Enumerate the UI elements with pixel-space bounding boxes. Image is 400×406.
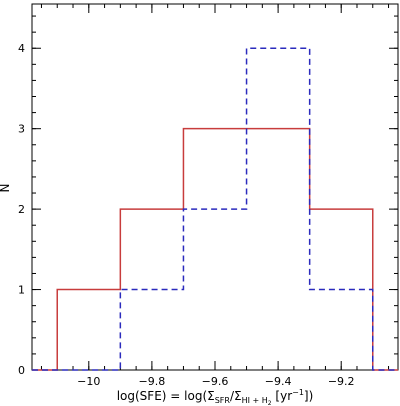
x-label-sub-gas-2: 2 — [268, 400, 272, 406]
y-tick-label: 2 — [18, 203, 25, 216]
x-label-suffix: [yr — [272, 389, 293, 403]
y-tick-label: 1 — [18, 284, 25, 297]
y-tick-label: 4 — [18, 42, 25, 55]
x-label-sub-sfr: SFR — [215, 396, 231, 405]
x-tick-label: −9.4 — [265, 375, 292, 388]
x-label-mid: /Σ — [230, 389, 242, 403]
y-axis-label: N — [0, 184, 12, 193]
histogram-series-1-solid — [32, 127, 398, 371]
y-tick-label: 3 — [18, 123, 25, 136]
major-ticks — [32, 4, 398, 371]
series-layer — [32, 47, 398, 371]
x-label-sup: −1 — [292, 388, 304, 397]
x-tick-labels: −10 −9.8 −9.6 −9.4 −9.2 — [77, 375, 354, 388]
x-axis-label: log(SFE) = log(ΣSFR/ΣHI + H2 [yr−1]) — [117, 388, 314, 406]
x-tick-label: −9.6 — [202, 375, 229, 388]
x-label-end: ]) — [304, 389, 313, 403]
x-tick-label: −9.8 — [139, 375, 166, 388]
histogram-series-2-dashed — [32, 47, 398, 371]
x-tick-label: −9.2 — [328, 375, 355, 388]
y-tick-labels: 0 1 2 3 4 — [18, 42, 25, 377]
y-tick-label: 0 — [18, 364, 25, 377]
x-label-sub-gas: HI + H — [242, 396, 268, 405]
x-tick-label: −10 — [77, 375, 100, 388]
x-label-prefix: log(SFE) = log(Σ — [117, 389, 215, 403]
minor-ticks — [32, 4, 398, 371]
plot-frame — [31, 3, 399, 371]
